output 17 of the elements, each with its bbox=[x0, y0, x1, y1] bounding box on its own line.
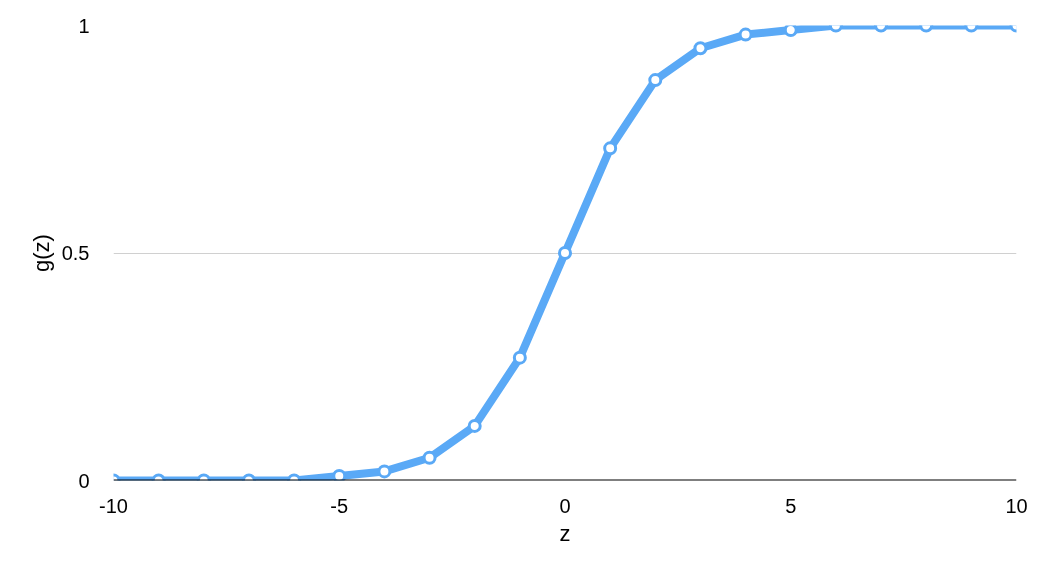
x-tick-label: -5 bbox=[330, 494, 349, 517]
y-tick-label: 0.5 bbox=[61, 242, 90, 264]
point bbox=[783, 25, 798, 38]
x-tick-label: 5 bbox=[785, 494, 797, 517]
x-axis-title: z bbox=[559, 520, 571, 546]
point bbox=[512, 350, 527, 365]
point bbox=[558, 246, 572, 260]
point bbox=[603, 141, 618, 156]
point bbox=[467, 418, 482, 433]
x-tick-label: 0 bbox=[559, 494, 571, 517]
y-tick-label: 0 bbox=[78, 469, 90, 492]
point bbox=[332, 468, 347, 481]
y-axis-title: g(z) bbox=[28, 234, 54, 272]
y-tick-label: 1 bbox=[78, 14, 90, 37]
point bbox=[648, 73, 663, 88]
x-tick-label: -10 bbox=[99, 494, 128, 517]
x-tick-label: 10 bbox=[1005, 494, 1028, 517]
